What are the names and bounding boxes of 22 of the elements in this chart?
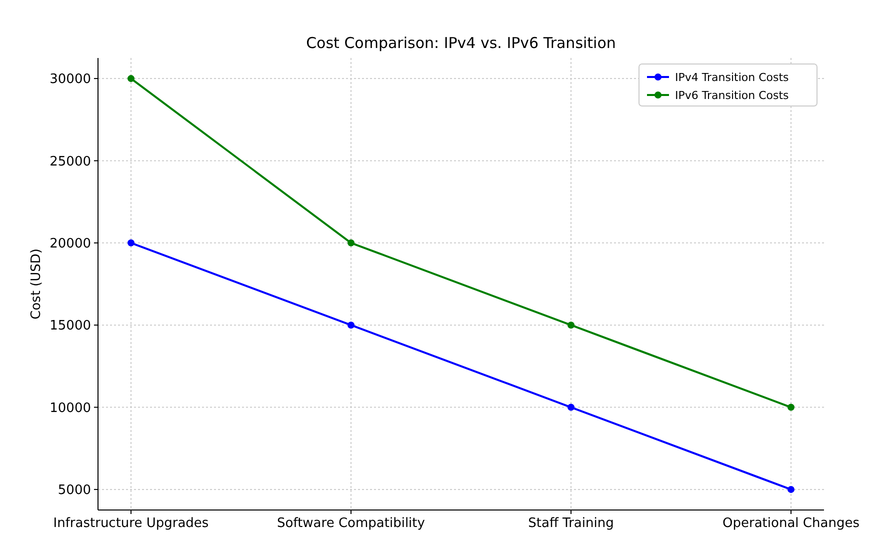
x-tick-label: Infrastructure Upgrades [53,516,209,531]
point [128,75,134,82]
x-tick-label: Software Compatibility [277,516,426,531]
y-tick-label: 10000 [50,400,91,416]
x-tick-label: Operational Changes [722,516,860,531]
y-tick-label: 30000 [50,72,91,88]
point [568,322,574,329]
point [788,486,794,493]
y-tick-label: 25000 [50,154,91,170]
x-tick-label: Staff Training [528,516,614,531]
legend-label: IPv4 Transition Costs [675,70,790,84]
point [788,404,794,411]
y-tick-label: 15000 [50,318,91,334]
point [568,404,574,411]
y-tick-label: 20000 [50,236,91,252]
y-axis-title: Cost (USD) [29,248,44,320]
chart-title: Cost Comparison: IPv4 vs. IPv6 Transition [306,34,616,52]
legend-label: IPv6 Transition Costs [675,88,790,102]
point [348,322,354,329]
y-tick-label: 5000 [58,483,91,498]
point [128,239,134,246]
point [348,239,354,246]
